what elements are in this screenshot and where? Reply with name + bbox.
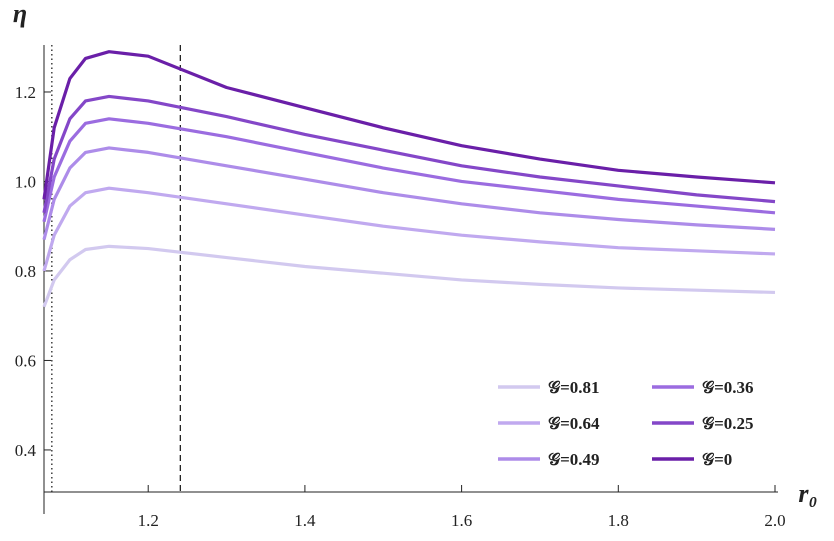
legend-label: 𝒢=0.36 [702,378,754,397]
y-tick-label: 1.2 [15,83,36,102]
x-tick-label: 1.8 [608,511,629,530]
x-tick-label: 1.2 [138,511,159,530]
series-line [42,50,776,200]
x-tick-label: 1.6 [451,511,472,530]
series-line [42,94,776,214]
legend-label: 𝒢=0.81 [548,378,600,397]
series-line [42,146,776,241]
y-tick-label: 0.6 [15,351,36,370]
y-axis-label: η [13,0,27,28]
x-axis-label: r₀ [798,479,817,508]
series-line [42,117,776,223]
x-tick-label: 1.4 [294,511,316,530]
legend-label: 𝒢=0.64 [548,414,600,433]
y-tick-label: 0.4 [15,441,37,460]
legend-label: 𝒢=0.49 [548,450,600,469]
x-tick-label: 2.0 [764,511,785,530]
y-tick-label: 1.0 [15,172,36,191]
series-line [42,186,776,272]
series-line [42,244,776,308]
legend-label: 𝒢=0.25 [702,414,754,433]
legend-label: 𝒢=0 [702,450,732,469]
y-tick-label: 0.8 [15,262,36,281]
